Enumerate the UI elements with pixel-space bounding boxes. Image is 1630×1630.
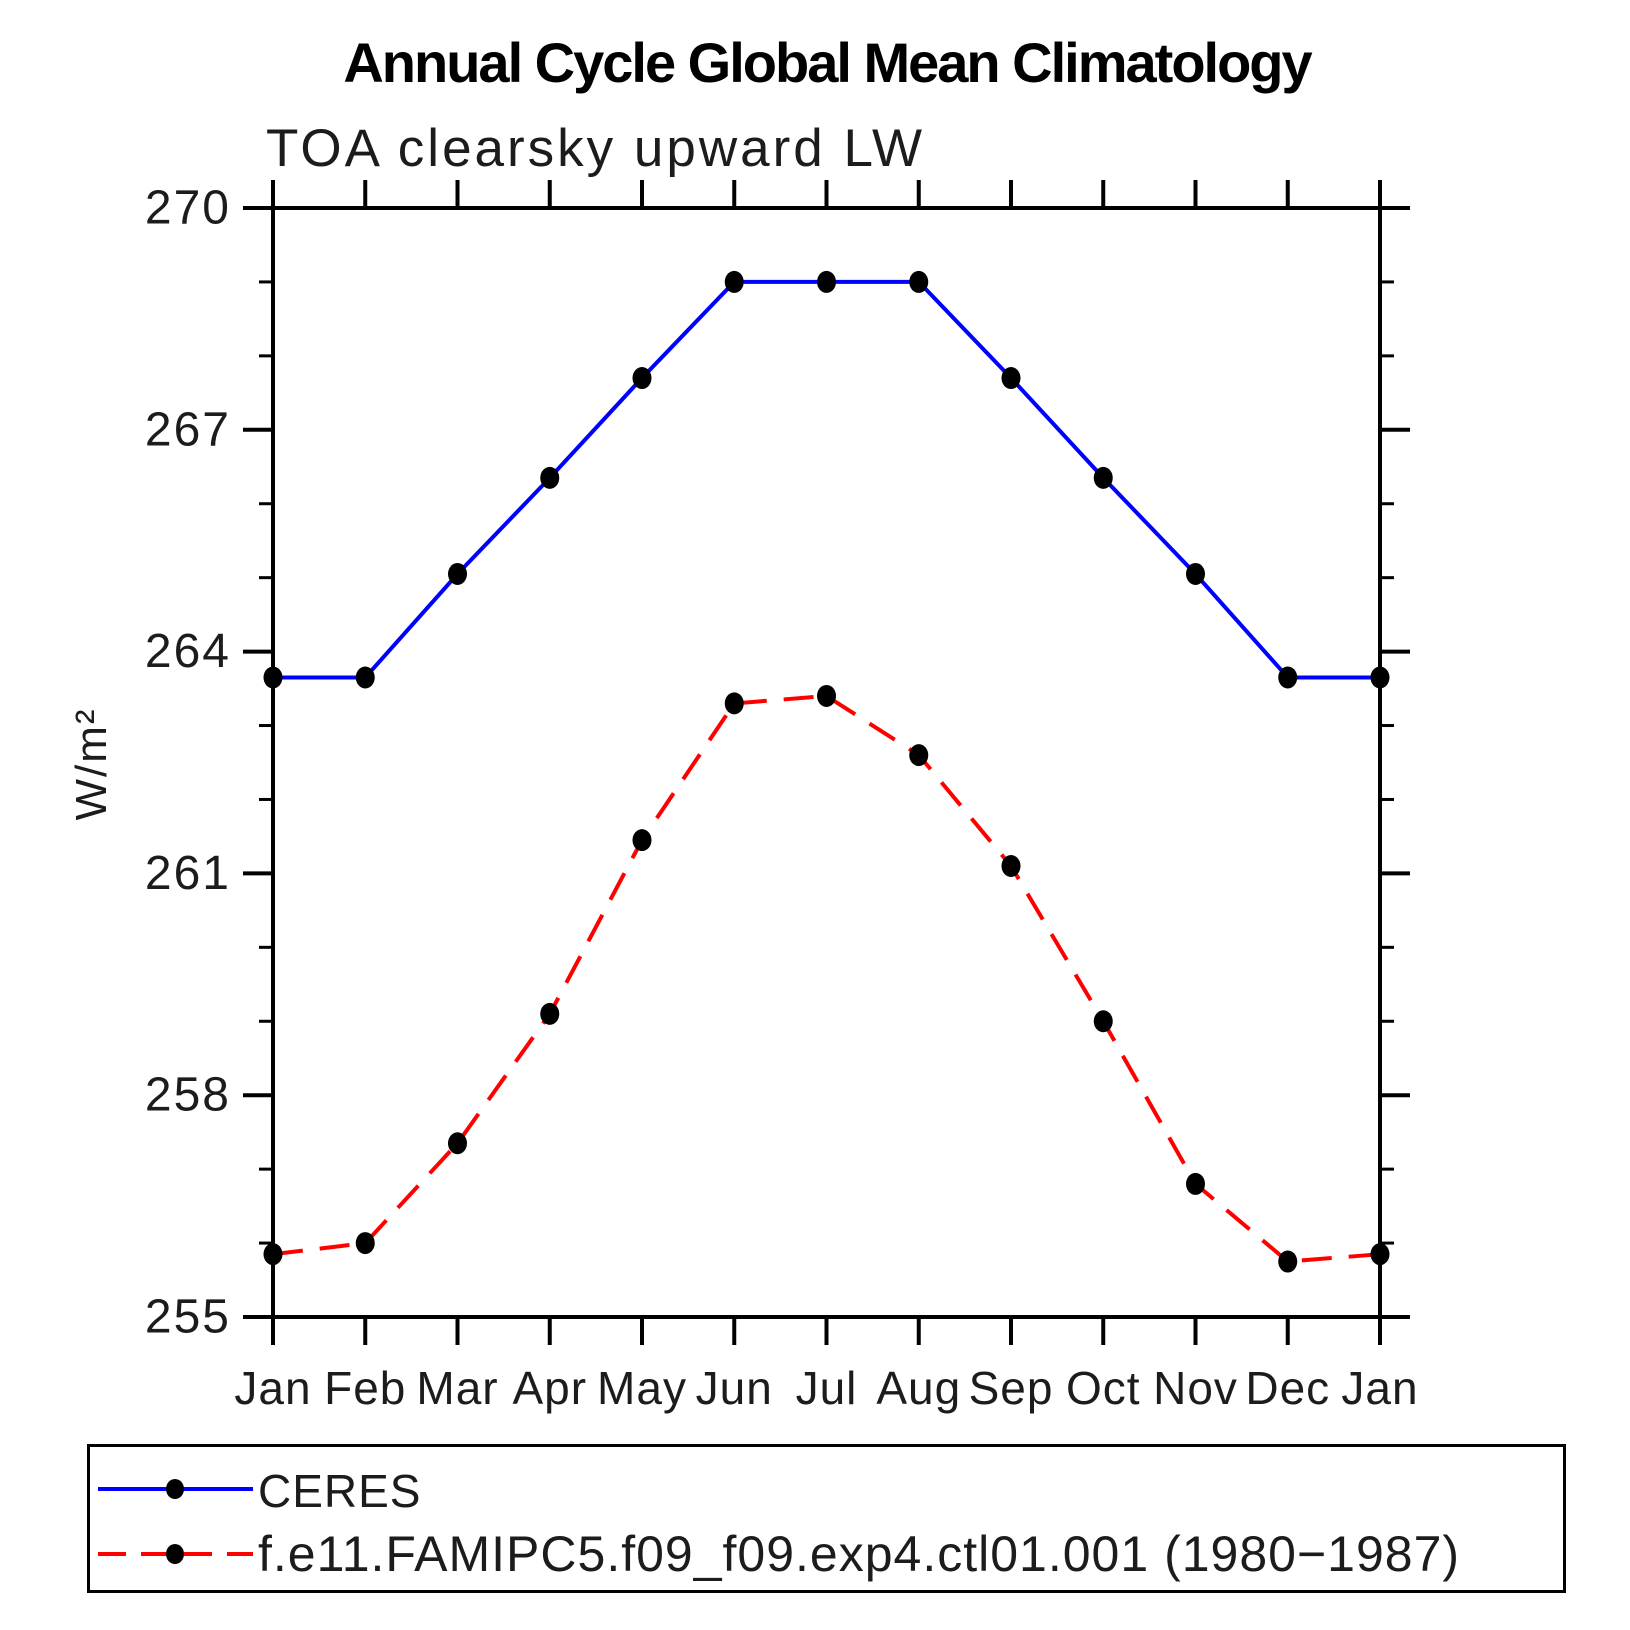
data-point-marker (263, 666, 283, 689)
legend-label-ceres: CERES (258, 1465, 422, 1517)
data-point-marker (632, 367, 652, 390)
data-point-marker (724, 270, 744, 293)
data-point-marker (448, 562, 467, 585)
y-axis-tick-label: 264 (145, 625, 231, 678)
y-axis-tick-label: 270 (145, 182, 231, 235)
data-point-marker (1186, 562, 1205, 585)
data-point-marker (724, 692, 744, 715)
data-point-marker (1370, 1243, 1390, 1266)
x-axis-tick-label: Apr (512, 1362, 587, 1414)
y-axis-tick-label: 261 (145, 847, 231, 900)
x-axis-tick-label: Jul (796, 1362, 858, 1414)
data-point-marker (540, 1002, 560, 1025)
x-axis-tick-label: Jun (696, 1362, 773, 1414)
x-axis-tick-label: Mar (416, 1362, 498, 1414)
data-point-marker (1093, 1010, 1113, 1033)
y-axis-tick-label: 255 (145, 1291, 231, 1344)
data-point-marker (1278, 1250, 1298, 1273)
ceres-line (273, 279, 1380, 680)
chart-subtitle: TOA clearsky upward LW (266, 119, 926, 178)
data-point-marker (1278, 666, 1298, 689)
data-point-marker (448, 1132, 467, 1155)
x-axis-tick-label: Nov (1153, 1362, 1238, 1414)
data-point-marker (355, 1232, 375, 1255)
data-point-marker (1093, 466, 1113, 489)
data-point-marker (540, 466, 560, 489)
data-point-marker (263, 1243, 283, 1266)
y-axis-tick-label: 258 (145, 1069, 231, 1122)
data-point-marker (909, 744, 929, 767)
x-axis-tick-label: Dec (1245, 1362, 1330, 1414)
data-point-marker (817, 270, 836, 293)
x-axis-tick-label: Sep (969, 1362, 1054, 1414)
x-axis-tick-label: Oct (1066, 1362, 1141, 1414)
x-axis-tick-label: Aug (876, 1362, 961, 1414)
legend-label-model: f.e11.FAMIPC5.f09_f09.exp4.ctl01.001 (19… (258, 1526, 1461, 1582)
data-point-marker (1186, 1172, 1205, 1195)
x-axis-tick-label: May (597, 1362, 687, 1414)
data-point-marker (909, 270, 929, 293)
data-point-marker (1001, 367, 1021, 390)
data-point-marker (1370, 666, 1390, 689)
legend-marker-dot (166, 1544, 184, 1564)
data-point-marker (632, 829, 652, 852)
data-point-marker (355, 666, 375, 689)
model-line (272, 693, 1381, 1264)
y-axis-tick-label: 267 (145, 403, 231, 456)
data-point-marker (1001, 855, 1021, 878)
x-axis-tick-label: Jan (1341, 1362, 1418, 1414)
chart-title: Annual Cycle Global Mean Climatology (343, 31, 1312, 94)
legend: CERES f.e11.FAMIPC5.f09_f09.exp4.ctl01.0… (87, 1444, 1566, 1593)
data-point-marker (817, 684, 836, 707)
legend-marker-dot (166, 1479, 184, 1499)
x-axis-tick-label: Jan (234, 1362, 311, 1414)
x-axis-tick-label: Feb (324, 1362, 406, 1414)
